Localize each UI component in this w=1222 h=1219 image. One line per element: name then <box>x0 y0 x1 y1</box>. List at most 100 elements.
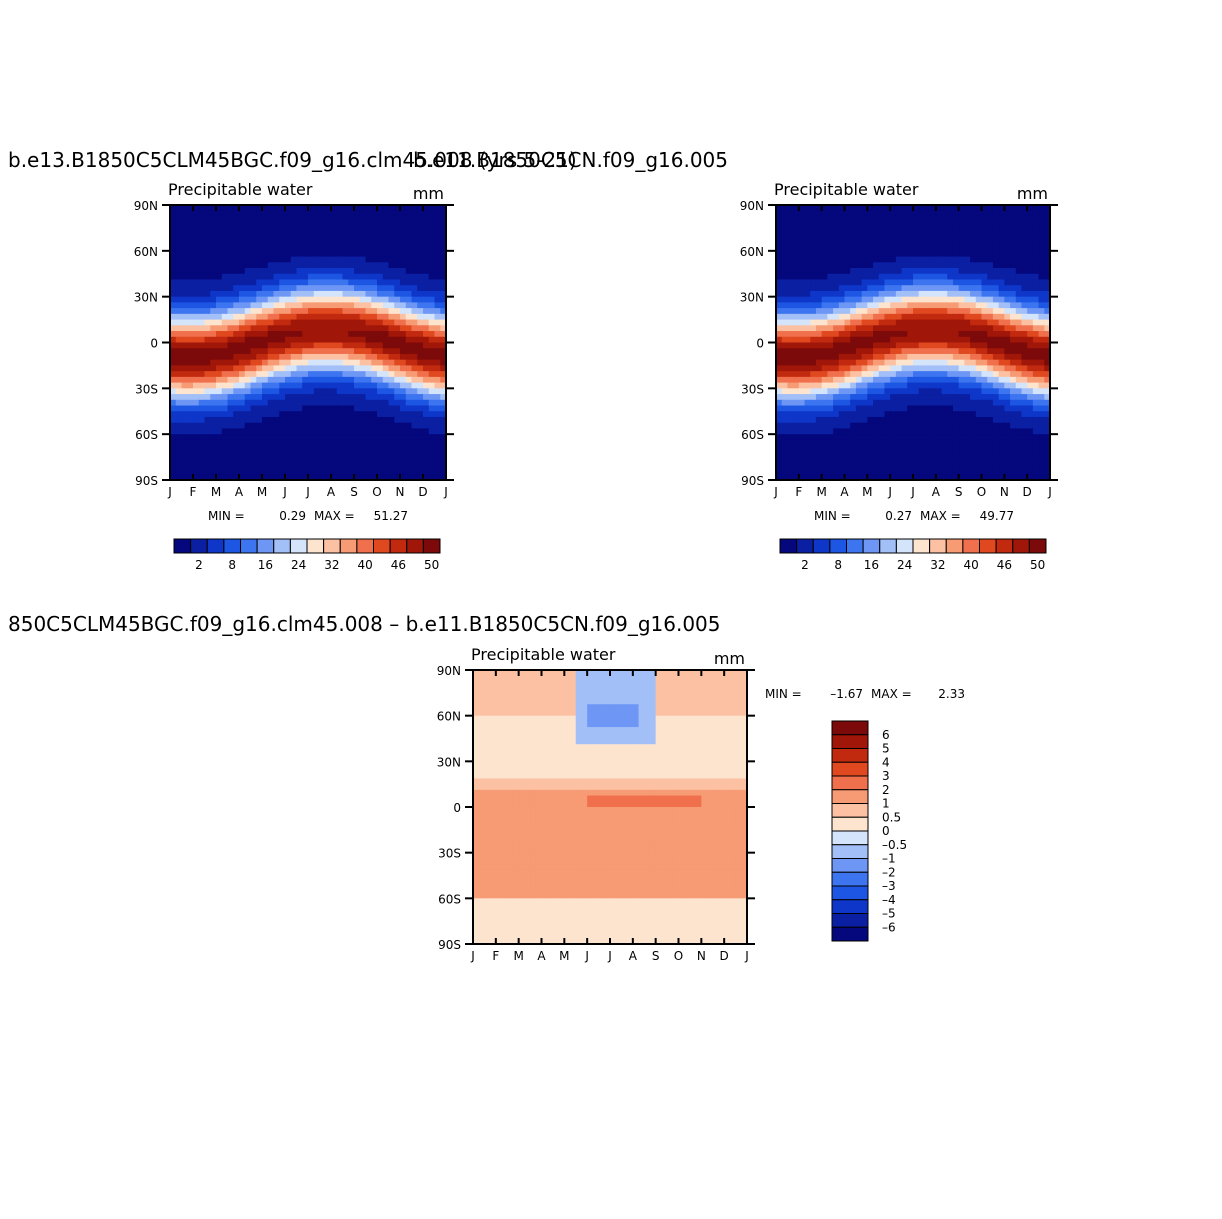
field-cell <box>958 376 965 384</box>
field-cell <box>428 262 436 269</box>
field-cell <box>575 675 583 683</box>
field-cell <box>484 675 491 683</box>
field-cell <box>170 245 177 252</box>
field-cell <box>844 325 851 332</box>
field-cell <box>175 399 183 407</box>
field-cell <box>434 245 441 252</box>
field-cell <box>970 222 977 229</box>
field-cell <box>267 371 275 378</box>
field-cell <box>210 445 217 452</box>
field-cell <box>1038 325 1045 332</box>
field-cell <box>895 376 903 384</box>
field-cell <box>411 290 418 298</box>
field-cell <box>998 405 1005 412</box>
field-cell <box>394 382 401 389</box>
colorbar-label: 40 <box>964 558 979 572</box>
field-cell <box>279 376 286 384</box>
field-cell <box>342 233 349 240</box>
field-cell <box>325 319 332 326</box>
field-cell <box>348 439 355 447</box>
field-cell <box>342 376 349 384</box>
field-cell <box>325 273 332 281</box>
field-cell <box>181 290 188 298</box>
field-cell <box>952 445 960 452</box>
field-cell <box>833 250 840 258</box>
field-cell <box>227 445 234 452</box>
field-cell <box>371 308 378 315</box>
field-cell <box>970 422 977 430</box>
field-cell <box>924 411 931 418</box>
field-cell <box>1015 250 1023 258</box>
field-cell <box>1038 273 1045 281</box>
field-cell <box>336 428 344 435</box>
field-cell <box>1004 302 1011 309</box>
field-cell <box>787 457 794 464</box>
field-cell <box>776 365 783 372</box>
field-cell <box>930 250 937 258</box>
field-cell <box>417 342 424 349</box>
field-cell <box>319 296 326 303</box>
field-cell <box>400 290 407 298</box>
field-cell <box>359 376 367 384</box>
field-cell <box>319 319 326 326</box>
field-cell <box>359 428 367 435</box>
field-cell <box>210 399 217 407</box>
field-cell <box>838 439 846 447</box>
field-cell <box>735 687 742 694</box>
field-cell <box>331 439 338 447</box>
field-cell <box>833 353 840 361</box>
field-cell <box>250 336 257 344</box>
field-cell <box>958 210 965 218</box>
field-cell <box>1044 394 1051 401</box>
field-cell <box>833 405 840 412</box>
field-cell <box>423 233 430 240</box>
field-cell <box>941 416 948 424</box>
field-cell <box>319 376 326 384</box>
field-cell <box>855 336 863 344</box>
field-cell <box>175 308 183 315</box>
field-cell <box>815 239 823 246</box>
field-cell <box>221 405 229 412</box>
field-cell <box>970 462 977 470</box>
field-cell <box>405 457 413 464</box>
field-cell <box>804 268 811 275</box>
field-cell <box>1038 256 1045 263</box>
field-cell <box>1038 227 1045 235</box>
field-cell <box>815 250 823 258</box>
field-cell <box>216 468 223 475</box>
field-cell <box>1044 428 1051 435</box>
field-cell <box>981 462 988 470</box>
field-cell <box>867 474 874 481</box>
field-cell <box>308 279 315 286</box>
field-cell <box>718 681 725 688</box>
field-cell <box>371 331 378 338</box>
field-cell <box>833 296 840 303</box>
field-cell <box>411 256 418 263</box>
field-cell <box>987 353 994 361</box>
field-cell <box>1015 434 1023 441</box>
field-cell <box>833 245 840 252</box>
field-cell <box>365 457 372 464</box>
field-cell <box>1021 279 1028 286</box>
field-cell <box>417 279 424 286</box>
field-cell <box>844 331 851 338</box>
field-cell <box>216 371 223 378</box>
field-cell <box>336 394 344 401</box>
field-cell <box>285 371 292 378</box>
field-cell <box>233 428 240 435</box>
field-cell <box>440 411 447 418</box>
field-cell <box>890 439 897 447</box>
field-cell <box>838 290 846 298</box>
field-cell <box>388 256 395 263</box>
field-cell <box>354 388 361 395</box>
field-cell <box>924 262 931 269</box>
field-cell <box>958 394 965 401</box>
field-cell <box>267 457 275 464</box>
field-cell <box>285 227 292 235</box>
field-cell <box>405 405 413 412</box>
field-cell <box>776 273 783 281</box>
field-cell <box>411 222 418 229</box>
field-cell <box>895 382 903 389</box>
field-cell <box>193 439 200 447</box>
field-cell <box>833 268 840 275</box>
